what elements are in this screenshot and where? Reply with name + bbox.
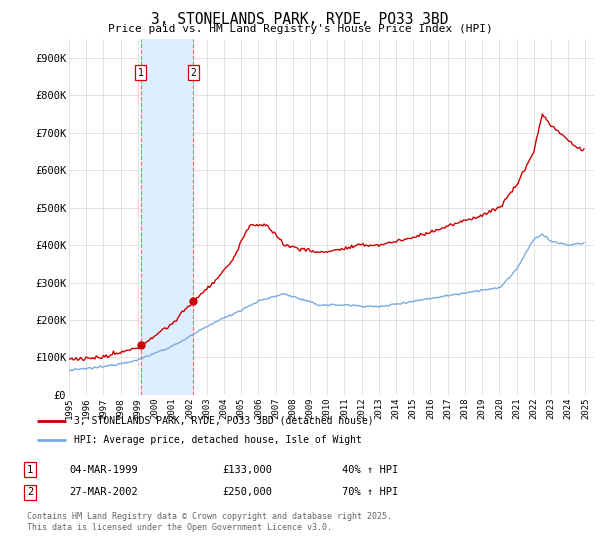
Text: £250,000: £250,000	[222, 487, 272, 497]
Text: 70% ↑ HPI: 70% ↑ HPI	[342, 487, 398, 497]
Bar	[141, 39, 193, 395]
Text: 2: 2	[190, 68, 196, 78]
Text: 40% ↑ HPI: 40% ↑ HPI	[342, 465, 398, 475]
Text: 1: 1	[138, 68, 144, 78]
Text: 27-MAR-2002: 27-MAR-2002	[69, 487, 138, 497]
Text: 3, STONELANDS PARK, RYDE, PO33 3BD (detached house): 3, STONELANDS PARK, RYDE, PO33 3BD (deta…	[74, 416, 374, 426]
Text: 1: 1	[27, 465, 33, 475]
Text: £133,000: £133,000	[222, 465, 272, 475]
Text: HPI: Average price, detached house, Isle of Wight: HPI: Average price, detached house, Isle…	[74, 435, 362, 445]
Text: 3, STONELANDS PARK, RYDE, PO33 3BD: 3, STONELANDS PARK, RYDE, PO33 3BD	[151, 12, 449, 27]
Text: Contains HM Land Registry data © Crown copyright and database right 2025.
This d: Contains HM Land Registry data © Crown c…	[27, 512, 392, 532]
Text: 2: 2	[27, 487, 33, 497]
Text: Price paid vs. HM Land Registry's House Price Index (HPI): Price paid vs. HM Land Registry's House …	[107, 24, 493, 34]
Text: 04-MAR-1999: 04-MAR-1999	[69, 465, 138, 475]
